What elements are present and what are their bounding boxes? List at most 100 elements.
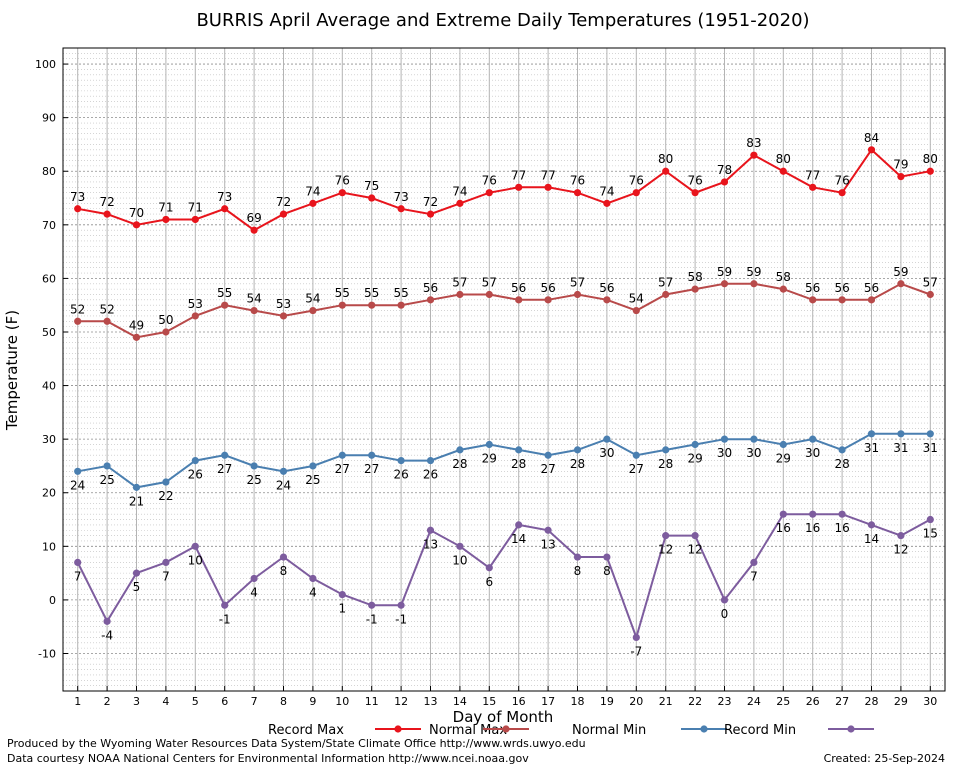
data-label: 59 [717,265,732,279]
data-point [132,569,141,577]
y-axis-label: Temperature (F) [3,310,21,431]
data-point [221,451,229,459]
data-label: 56 [864,281,879,295]
data-point [897,532,905,540]
data-label: 71 [188,200,203,214]
y-tick-label: 70 [42,219,56,232]
data-label: 16 [834,521,849,535]
legend-item: Normal Min [572,723,727,738]
data-label: 31 [864,441,879,455]
x-tick-label: 9 [309,695,316,708]
data-label: -1 [395,612,407,626]
data-label: 79 [893,158,908,172]
data-label: -1 [219,612,231,626]
data-label: 76 [687,174,702,188]
data-label: 6 [485,575,493,589]
data-point [162,478,170,486]
data-point [544,296,552,304]
data-point [691,189,699,197]
data-label: 26 [188,468,203,482]
data-point [867,146,876,154]
data-point [720,178,729,186]
legend-item: Record Max [268,723,421,738]
data-label: 56 [511,281,526,295]
x-tick-label: 29 [894,695,908,708]
data-label: 71 [158,200,173,214]
plot-area-border [62,47,946,692]
data-label: 21 [129,494,144,508]
data-point [779,285,787,293]
data-point [309,199,317,207]
data-label: 54 [305,292,320,306]
series-record-max: 73 72 70 71 71 73 69 72 74 76 75 73 72 74 76 77 77 76 74 76… [70,131,938,234]
series-line [77,432,931,489]
data-label: 80 [923,152,938,166]
data-point [103,317,111,325]
data-point [309,306,317,315]
data-label: 55 [393,286,408,300]
data-point [897,280,905,288]
data-point [191,312,199,320]
data-label: 72 [423,195,438,209]
data-point [368,194,376,202]
data-label: 26 [393,468,408,482]
footer-created-date: Created: 25-Sep-2024 [823,752,945,765]
x-tick-label: 24 [747,695,761,708]
data-label: 28 [511,457,526,471]
data-label: 54 [246,292,261,306]
data-label: 52 [99,302,114,316]
legend-item: Record Min [724,723,874,738]
data-point [809,435,817,443]
data-label: 0 [721,607,729,621]
data-point [926,290,934,299]
x-tick-label: 1 [74,695,81,708]
data-point [426,296,435,304]
x-tick-label: 30 [923,695,937,708]
series-line [77,282,931,339]
data-label: 8 [280,564,288,578]
data-point [221,601,229,609]
data-point [838,296,846,304]
data-label: 14 [511,532,526,546]
data-point [867,296,876,304]
data-point [750,151,758,159]
data-point [515,296,523,304]
data-label: 55 [335,286,350,300]
data-point [309,462,317,470]
legend-marker [700,725,708,733]
data-point [338,590,346,599]
data-label: 72 [99,195,114,209]
data-label: 53 [276,297,291,311]
data-point [426,456,435,465]
data-point [573,553,582,561]
data-point [456,446,464,454]
data-label: 7 [162,569,170,583]
y-tick-label: 40 [42,380,56,393]
data-point [191,215,199,224]
data-label: 27 [217,462,232,476]
x-tick-label: 17 [541,695,555,708]
data-point [809,510,817,518]
data-label: 74 [599,184,614,198]
x-tick-label: 25 [776,695,790,708]
data-point [603,199,611,207]
data-point [720,435,729,443]
data-label: 55 [217,286,232,300]
data-label: 27 [335,462,350,476]
data-point [485,290,493,299]
x-tick-label: 20 [629,695,643,708]
footer-produced-by: Produced by the Wyoming Water Resources … [7,737,586,750]
data-label: 16 [776,521,791,535]
y-tick-label: 10 [42,540,56,553]
footer-data-courtesy: Data courtesy NOAA National Centers for … [7,752,529,765]
data-point [309,574,317,583]
data-label: 27 [364,462,379,476]
data-label: 29 [482,452,497,466]
data-point [279,312,288,320]
data-label: 56 [805,281,820,295]
data-label: 76 [834,174,849,188]
data-label: 12 [687,543,702,557]
data-label: 59 [746,265,761,279]
y-tick-label: 80 [42,165,56,178]
data-point [544,526,552,534]
